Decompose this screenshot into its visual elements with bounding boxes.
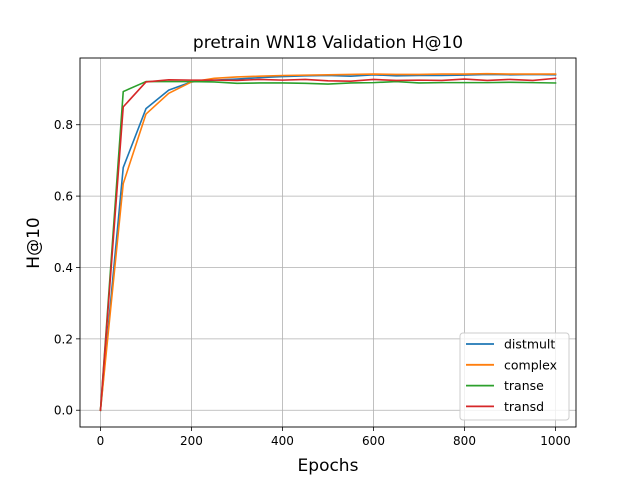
x-tick-label: 600 [362, 434, 385, 448]
y-tick-label: 0.4 [54, 261, 73, 275]
legend-label-distmult: distmult [504, 337, 555, 352]
legend: distmult complex transe transd [459, 332, 570, 421]
y-tick-label: 0.6 [54, 190, 73, 204]
series-line-complex [99, 72, 557, 412]
x-tick-label: 800 [453, 434, 476, 448]
x-tick-label: 0 [97, 434, 105, 448]
legend-box [459, 332, 570, 421]
grid-layer [80, 58, 576, 427]
series-layer [99, 72, 557, 412]
ticks-layer: 0 200 400 600 800 1000 0.0 0.2 0.4 0.6 0.8 [54, 118, 571, 448]
legend-label-transe: transe [504, 378, 544, 393]
y-axis-label: H@10 [24, 217, 44, 268]
series-line-transe [99, 80, 557, 412]
x-tick-label: 1000 [540, 434, 571, 448]
legend-label-complex: complex [504, 357, 557, 372]
chart-title: pretrain WN18 Validation H@10 [193, 33, 463, 53]
legend-entries: distmult complex transe transd [466, 337, 557, 414]
y-tick-label: 0.0 [54, 404, 73, 418]
series-line-transd [99, 77, 557, 412]
plot-frame [79, 57, 577, 428]
y-tick-label: 0.8 [54, 118, 73, 132]
x-axis-label: Epochs [298, 456, 359, 476]
x-tick-label: 400 [271, 434, 294, 448]
y-tick-label: 0.2 [54, 332, 73, 346]
legend-label-transd: transd [504, 399, 544, 414]
x-tick-label: 200 [180, 434, 203, 448]
